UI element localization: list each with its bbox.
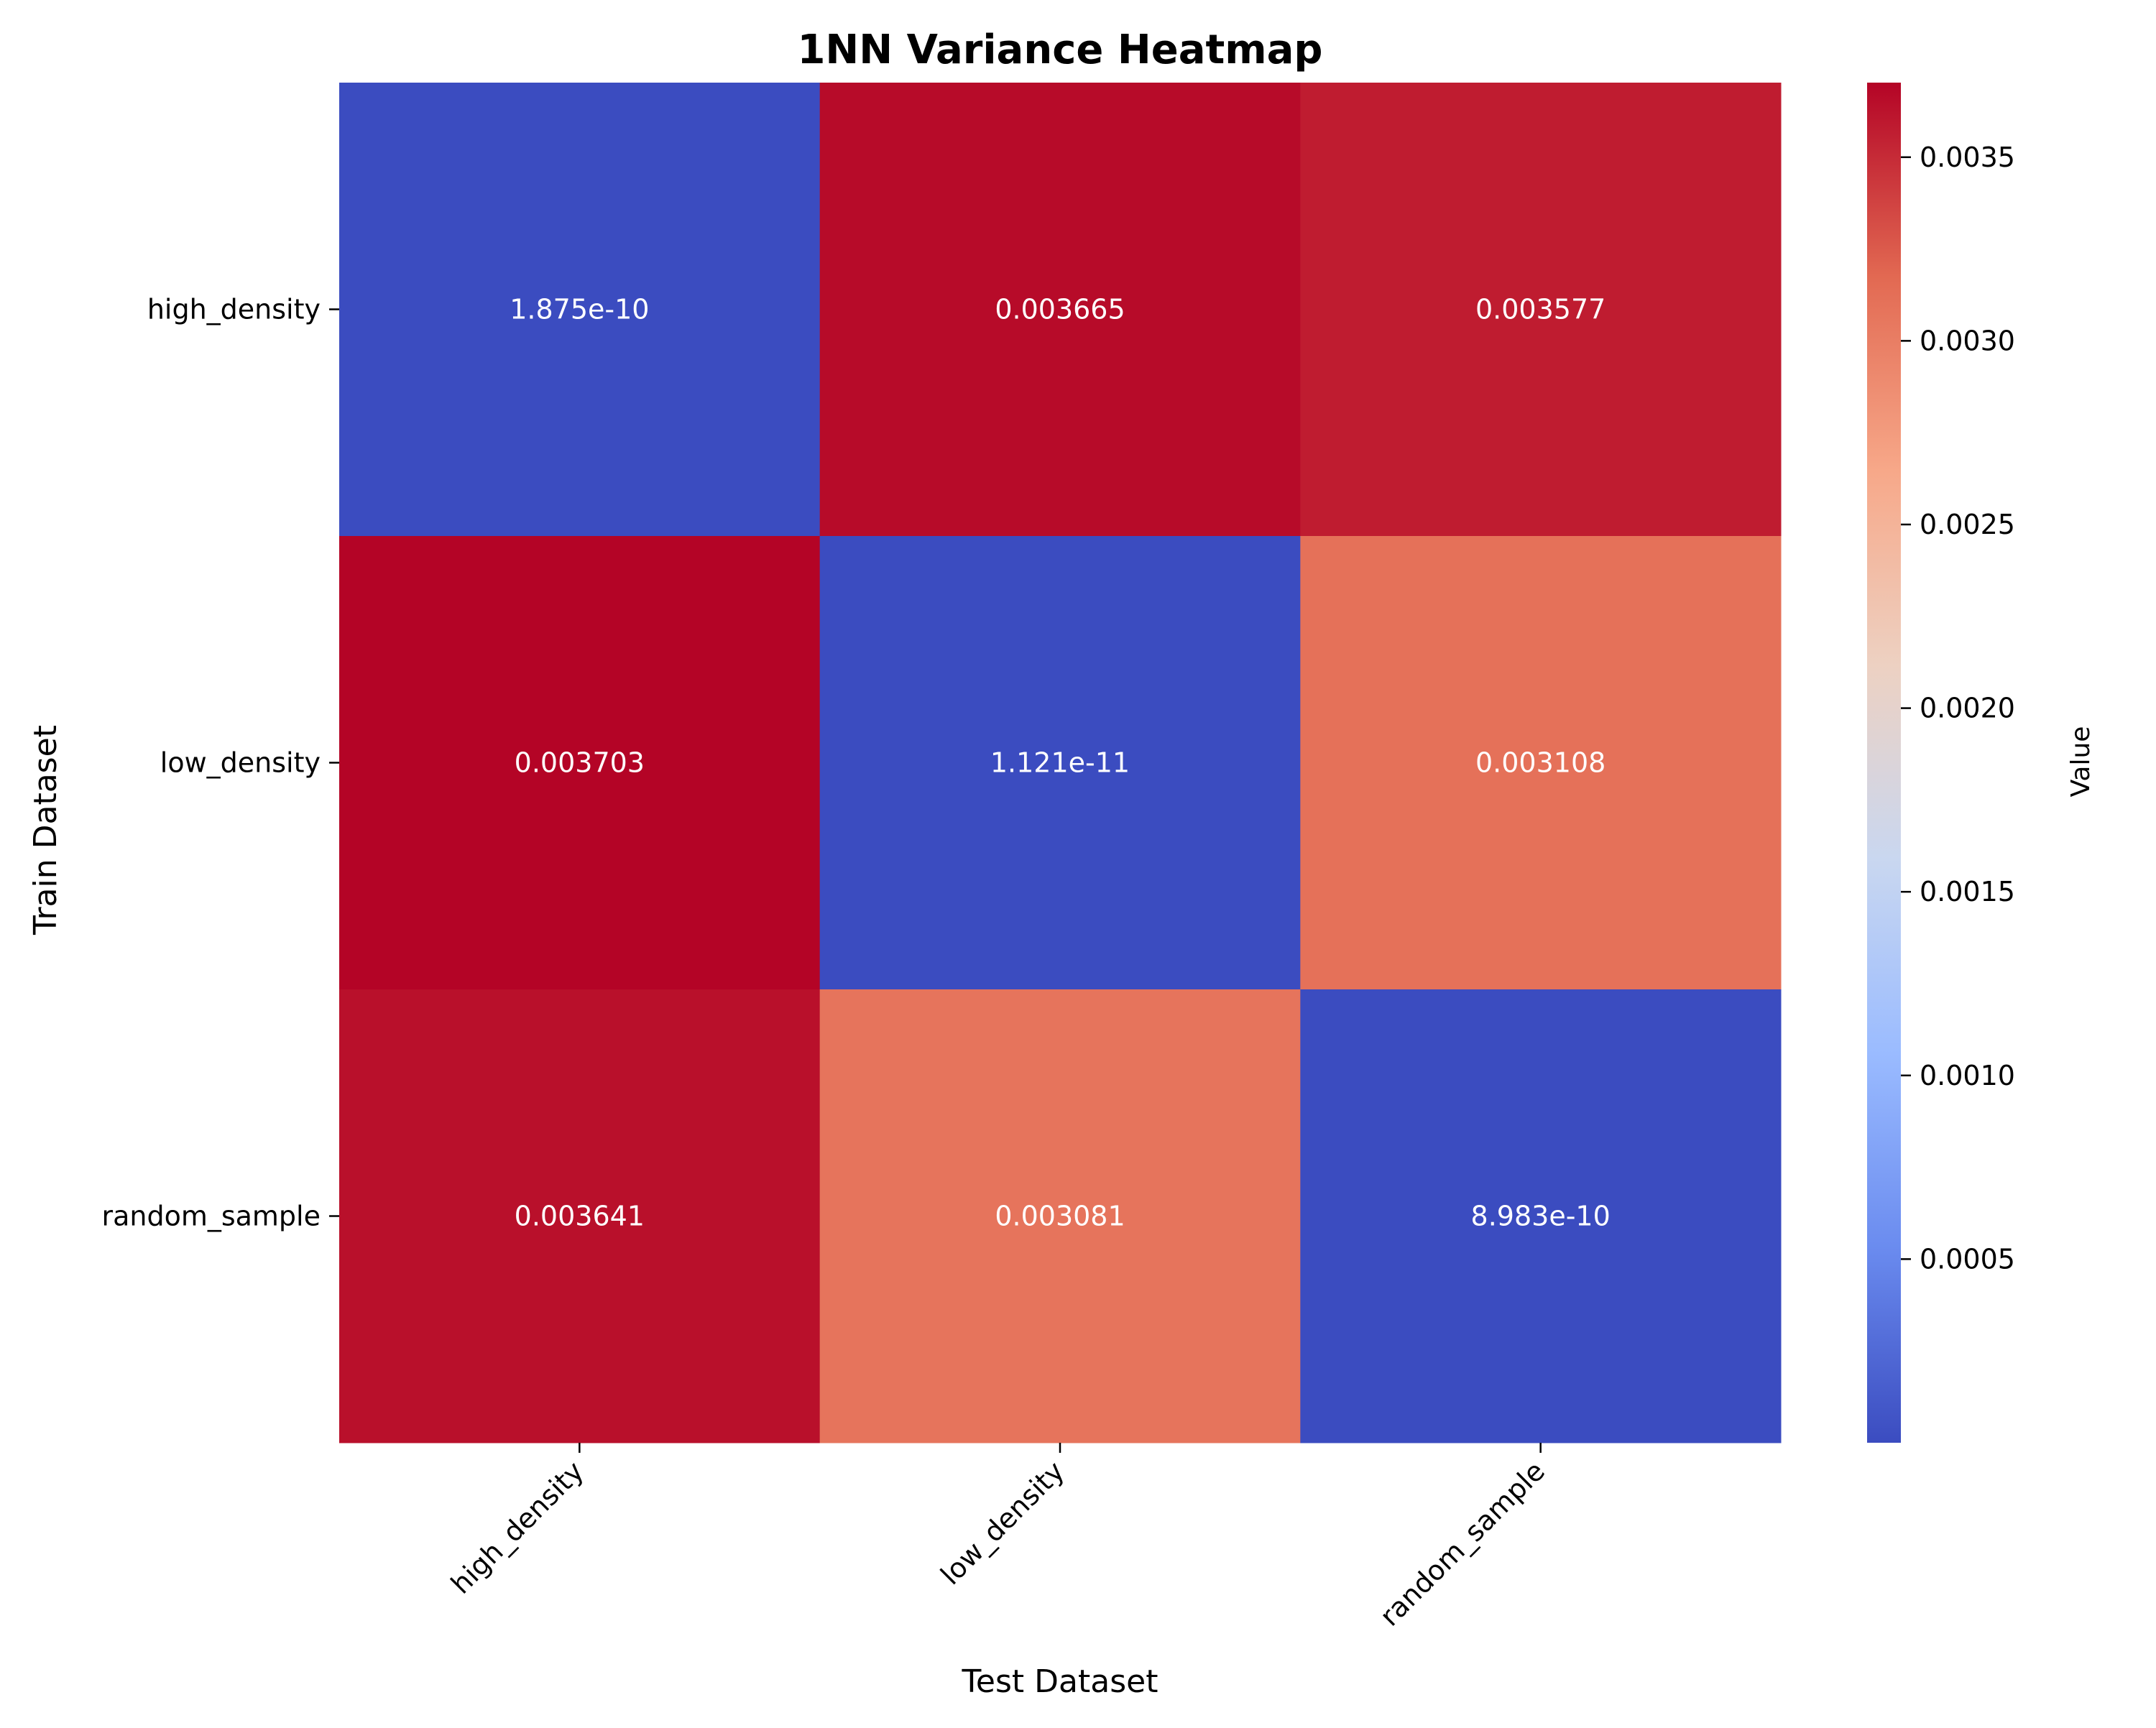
y-axis-label: Train Dataset: [27, 725, 64, 935]
x-axis-label: Test Dataset: [962, 1663, 1158, 1700]
x-tick-label: low_density: [934, 1455, 1070, 1591]
heatmap-cell-label: 0.003577: [1475, 294, 1606, 325]
heatmap-cell-label: 0.003108: [1475, 747, 1606, 779]
heatmap-cell-low_density-low_density: [819, 536, 1301, 990]
heatmap-cell-high_density-random_sample: [1300, 83, 1782, 537]
colorbar-tick-label: 0.0035: [1920, 142, 2015, 173]
heatmap-cell-random_sample-low_density: [819, 989, 1301, 1443]
heatmap-cell-label: 0.003703: [515, 747, 645, 779]
x-tick-label: random_sample: [1374, 1455, 1551, 1632]
colorbar-tick-label: 0.0010: [1920, 1060, 2015, 1091]
colorbar-tick-label: 0.0005: [1920, 1243, 2015, 1275]
y-tick-label: low_density: [160, 747, 321, 779]
colorbar-gradient: [1867, 83, 1901, 1443]
colorbar-tick-label: 0.0015: [1920, 876, 2015, 907]
heatmap-cell-low_density-random_sample: [1300, 536, 1782, 990]
x-axis: high_density low_density random_sample: [445, 1443, 1551, 1632]
heatmap-cell-random_sample-random_sample: [1300, 989, 1782, 1443]
colorbar-tick-label: 0.0020: [1920, 693, 2015, 724]
colorbar-tick-label: 0.0025: [1920, 509, 2015, 540]
x-tick-label: high_density: [445, 1455, 590, 1600]
heatmap-cell-high_density-low_density: [819, 83, 1301, 537]
heatmap-cells: [339, 83, 1782, 1443]
colorbar: 0.0005 0.0010 0.0015 0.0020 0.0025 0.0030 0.00…: [1867, 83, 2015, 1443]
heatmap-cell-label: 0.003641: [515, 1201, 645, 1232]
heatmap-cell-label: 1.121e-11: [990, 747, 1130, 779]
colorbar-tick-label: 0.0030: [1920, 325, 2015, 356]
y-tick-label: high_density: [147, 294, 321, 325]
heatmap-cell-label: 1.875e-10: [510, 294, 649, 325]
y-axis: high_density low_density random_sample: [101, 294, 339, 1232]
chart-title: 1NN Variance Heatmap: [797, 27, 1322, 73]
colorbar-label: Value: [2066, 726, 2096, 798]
y-tick-label: random_sample: [101, 1201, 321, 1232]
heatmap-cell-labels: 1.875e-10 0.003665 0.003577 0.003703 1.121e-…: [510, 294, 1611, 1232]
heatmap-cell-label: 8.983e-10: [1471, 1201, 1611, 1232]
heatmap-cell-low_density-high_density: [339, 536, 821, 990]
heatmap-cell-random_sample-high_density: [339, 989, 821, 1443]
heatmap-cell-label: 0.003665: [995, 294, 1125, 325]
heatmap-cell-label: 0.003081: [995, 1201, 1125, 1232]
heatmap-cell-high_density-high_density: [339, 83, 821, 537]
